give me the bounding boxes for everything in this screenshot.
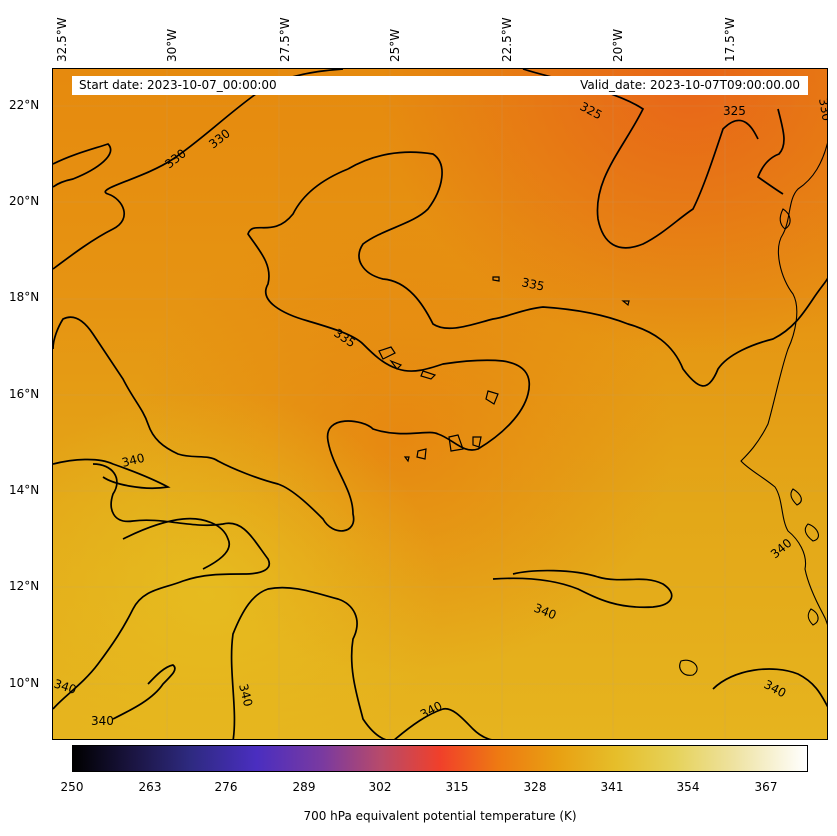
lon-label: 30°W: [165, 28, 179, 62]
contours: [53, 69, 827, 739]
coastal-islands: [679, 208, 819, 676]
lon-label: 25°W: [388, 28, 402, 62]
lon-label: 32.5°W: [55, 17, 69, 62]
contour-340-sw: [112, 664, 176, 720]
field-moist-region: [53, 69, 827, 739]
lon-label: 22.5°W: [500, 17, 514, 62]
contour-340-w: [122, 517, 231, 570]
colorbar-tick: 328: [523, 780, 547, 794]
contour-label: 335: [520, 275, 545, 293]
contour-label: 340: [120, 451, 146, 470]
colorbar-label: 700 hPa equivalent potential temperature…: [303, 809, 577, 823]
colorbar-tick: 289: [292, 780, 316, 794]
contour-label: 330: [816, 97, 828, 122]
contour-label: 340: [236, 682, 255, 708]
lat-label: 10°N: [9, 676, 40, 690]
contour-340-mid: [53, 463, 271, 710]
contour-325-east: [756, 108, 785, 195]
start-date: Start date: 2023-10-07_00:00:00: [79, 78, 277, 92]
colorbar: [72, 745, 808, 772]
contour-label: 340: [91, 714, 114, 728]
lat-label: 12°N: [9, 579, 40, 593]
graticule: [53, 69, 827, 739]
coastline-africa: [740, 142, 827, 626]
theta-e-field: 330 330 330 325 325 335 335 340 340 340 …: [53, 69, 828, 739]
lat-label: 20°N: [9, 194, 40, 208]
contour-335-north: [347, 151, 827, 387]
contour-340-se: [712, 668, 827, 708]
map-panel[interactable]: 330 330 330 325 325 335 335 340 340 340 …: [52, 68, 828, 740]
contour-330-west: [53, 143, 112, 188]
contour-label: 325: [723, 104, 746, 118]
colorbar-tick: 354: [676, 780, 700, 794]
colorbar-tick: 302: [368, 780, 392, 794]
colorbar-tick: 367: [754, 780, 778, 794]
contour-340-center: [230, 586, 387, 739]
lat-label: 18°N: [9, 290, 40, 304]
info-banner: Start date: 2023-10-07_00:00:00 Valid_da…: [72, 76, 808, 95]
colorbar-tick: 250: [60, 780, 84, 794]
contour-340-s: [394, 708, 492, 739]
colorbar-tick: 276: [214, 780, 238, 794]
lat-label: 22°N: [9, 98, 40, 112]
lat-label: 14°N: [9, 483, 40, 497]
lon-label: 20°W: [611, 28, 625, 62]
contour-335: [53, 168, 531, 532]
colorbar-tick: 341: [600, 780, 624, 794]
lon-label: 27.5°W: [278, 17, 292, 62]
contour-325: [522, 69, 759, 249]
contour-340-south: [53, 458, 171, 490]
lat-label: 16°N: [9, 387, 40, 401]
contour-label: 340: [53, 677, 78, 697]
colorbar-tick: 263: [138, 780, 162, 794]
colorbar-tick: 315: [445, 780, 469, 794]
valid-date: Valid_date: 2023-10-07T09:00:00.00: [580, 78, 800, 92]
cape-verde-islands: [378, 276, 630, 463]
contour-340-east: [492, 569, 673, 609]
lon-label: 17.5°W: [723, 17, 737, 62]
